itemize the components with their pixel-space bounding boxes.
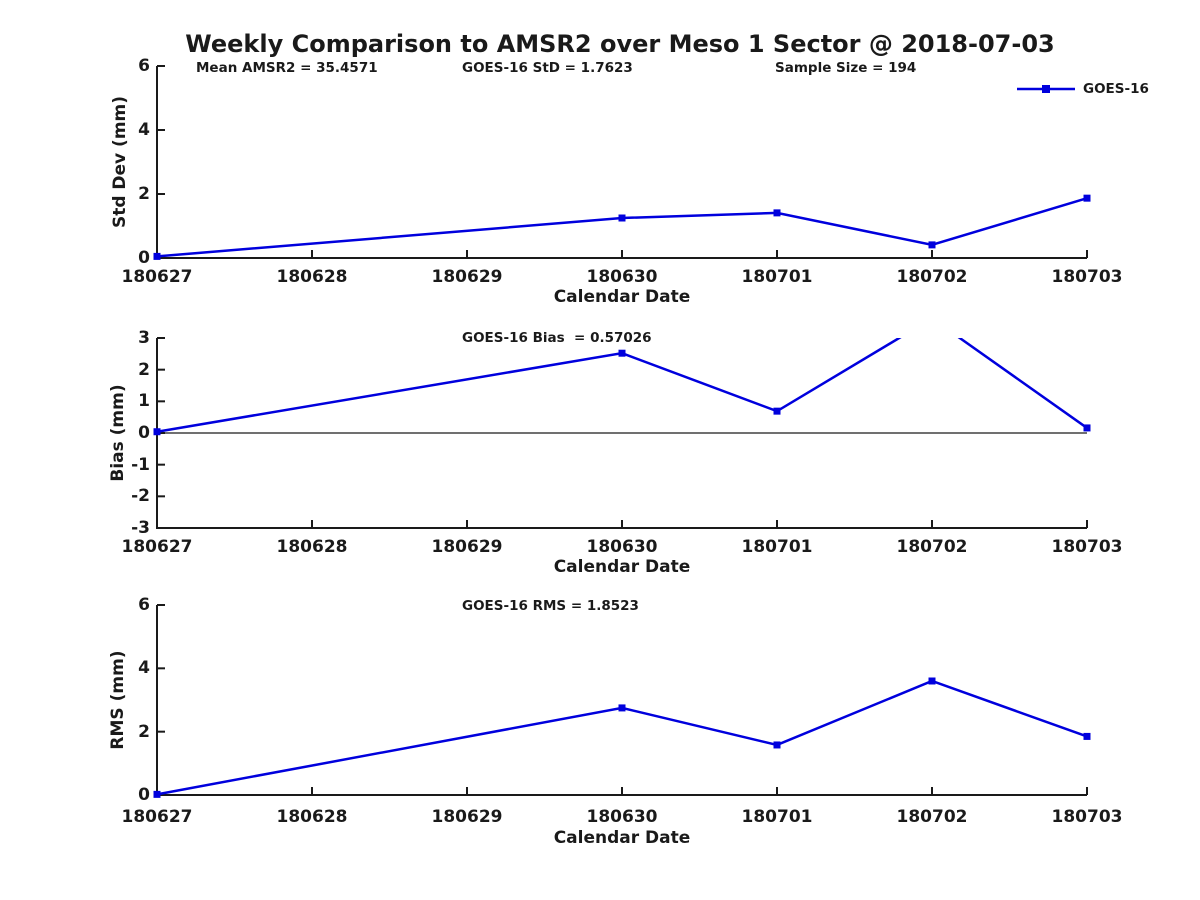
- rms-markers: [153, 677, 1091, 798]
- bias-x-tick-label: 180701: [741, 537, 813, 557]
- bias-y-tick-label: 1: [138, 391, 150, 412]
- bias-y-tick-label: -1: [131, 454, 150, 475]
- bias-plot: [153, 337, 1091, 529]
- figure-title: Weekly Comparison to AMSR2 over Meso 1 S…: [185, 30, 1055, 58]
- bias-y-tick-label: 2: [138, 359, 150, 380]
- rms-x-axis-label: Calendar Date: [553, 828, 691, 848]
- rms-plot: [153, 604, 1091, 798]
- rms-y-tick-label: 6: [138, 595, 150, 615]
- bias-y-tick-label: -2: [131, 486, 150, 507]
- rms-y-axis-label: RMS (mm): [108, 650, 128, 750]
- std-dev-markers: [153, 194, 1091, 260]
- std-dev-x-tick-label: 180630: [586, 267, 658, 287]
- rms-y-tick-label: 0: [138, 785, 150, 805]
- bias-markers: [153, 349, 1091, 436]
- std-dev-y-tick-label: 2: [138, 184, 150, 204]
- bias-x-tick-label: 180628: [276, 537, 348, 557]
- rms-x-tick-label: 180627: [121, 807, 193, 827]
- legend-line-marker-icon: [1017, 85, 1075, 93]
- bias-y-tick-label: 3: [138, 328, 150, 348]
- std-dev-x-tick-label: 180703: [1051, 267, 1123, 287]
- rms-x-tick-label: 180630: [586, 807, 658, 827]
- rms-x-tick-label: 180701: [741, 807, 813, 827]
- std-dev-x-tick-label: 180628: [276, 267, 348, 287]
- stddev-y-axis-label: Std Dev (mm): [110, 95, 130, 229]
- rms-x-tick-label: 180702: [896, 807, 968, 827]
- rms-x-tick-label: 180703: [1051, 807, 1123, 827]
- std-dev-y-tick-label: 6: [138, 56, 150, 76]
- annotation-sample-size: Sample Size = 194: [775, 60, 917, 76]
- bias-y-tick-label: 0: [138, 423, 150, 443]
- std-dev-x-tick-label: 180629: [431, 267, 503, 287]
- bias-x-tick-label: 180702: [896, 537, 968, 557]
- annotation-goes16-rms: GOES-16 RMS = 1.8523: [462, 598, 639, 614]
- std-dev-x-tick-label: 180702: [896, 267, 968, 287]
- bias-x-tick-label: 180629: [431, 537, 503, 557]
- bias-x-tick-label: 180703: [1051, 537, 1123, 557]
- rms-y-tick-label: 4: [138, 658, 150, 679]
- std-dev-x-tick-label: 180701: [741, 267, 813, 287]
- annotation-goes16-std: GOES-16 StD = 1.7623: [462, 60, 633, 76]
- annotation-goes16-bias: GOES-16 Bias = 0.57026: [462, 330, 652, 346]
- annotation-mean-amsr2: Mean AMSR2 = 35.4571: [196, 60, 378, 76]
- legend-label: GOES-16: [1083, 81, 1149, 97]
- std-dev-plot: [153, 65, 1091, 260]
- std-dev-y-tick-label: 4: [138, 120, 150, 140]
- std-dev-y-tick-label: 0: [138, 248, 150, 268]
- std-dev-x-tick-label: 180627: [121, 267, 193, 287]
- bias-y-tick-label: -3: [131, 518, 150, 538]
- legend: GOES-16: [1017, 81, 1149, 97]
- bias-x-tick-label: 180630: [586, 537, 658, 557]
- rms-x-tick-label: 180629: [431, 807, 503, 827]
- stddev-x-axis-label: Calendar Date: [553, 287, 691, 307]
- rms-x-tick-label: 180628: [276, 807, 348, 827]
- bias-x-tick-label: 180627: [121, 537, 193, 557]
- rms-y-tick-label: 2: [138, 721, 150, 742]
- bias-x-axis-label: Calendar Date: [553, 557, 691, 577]
